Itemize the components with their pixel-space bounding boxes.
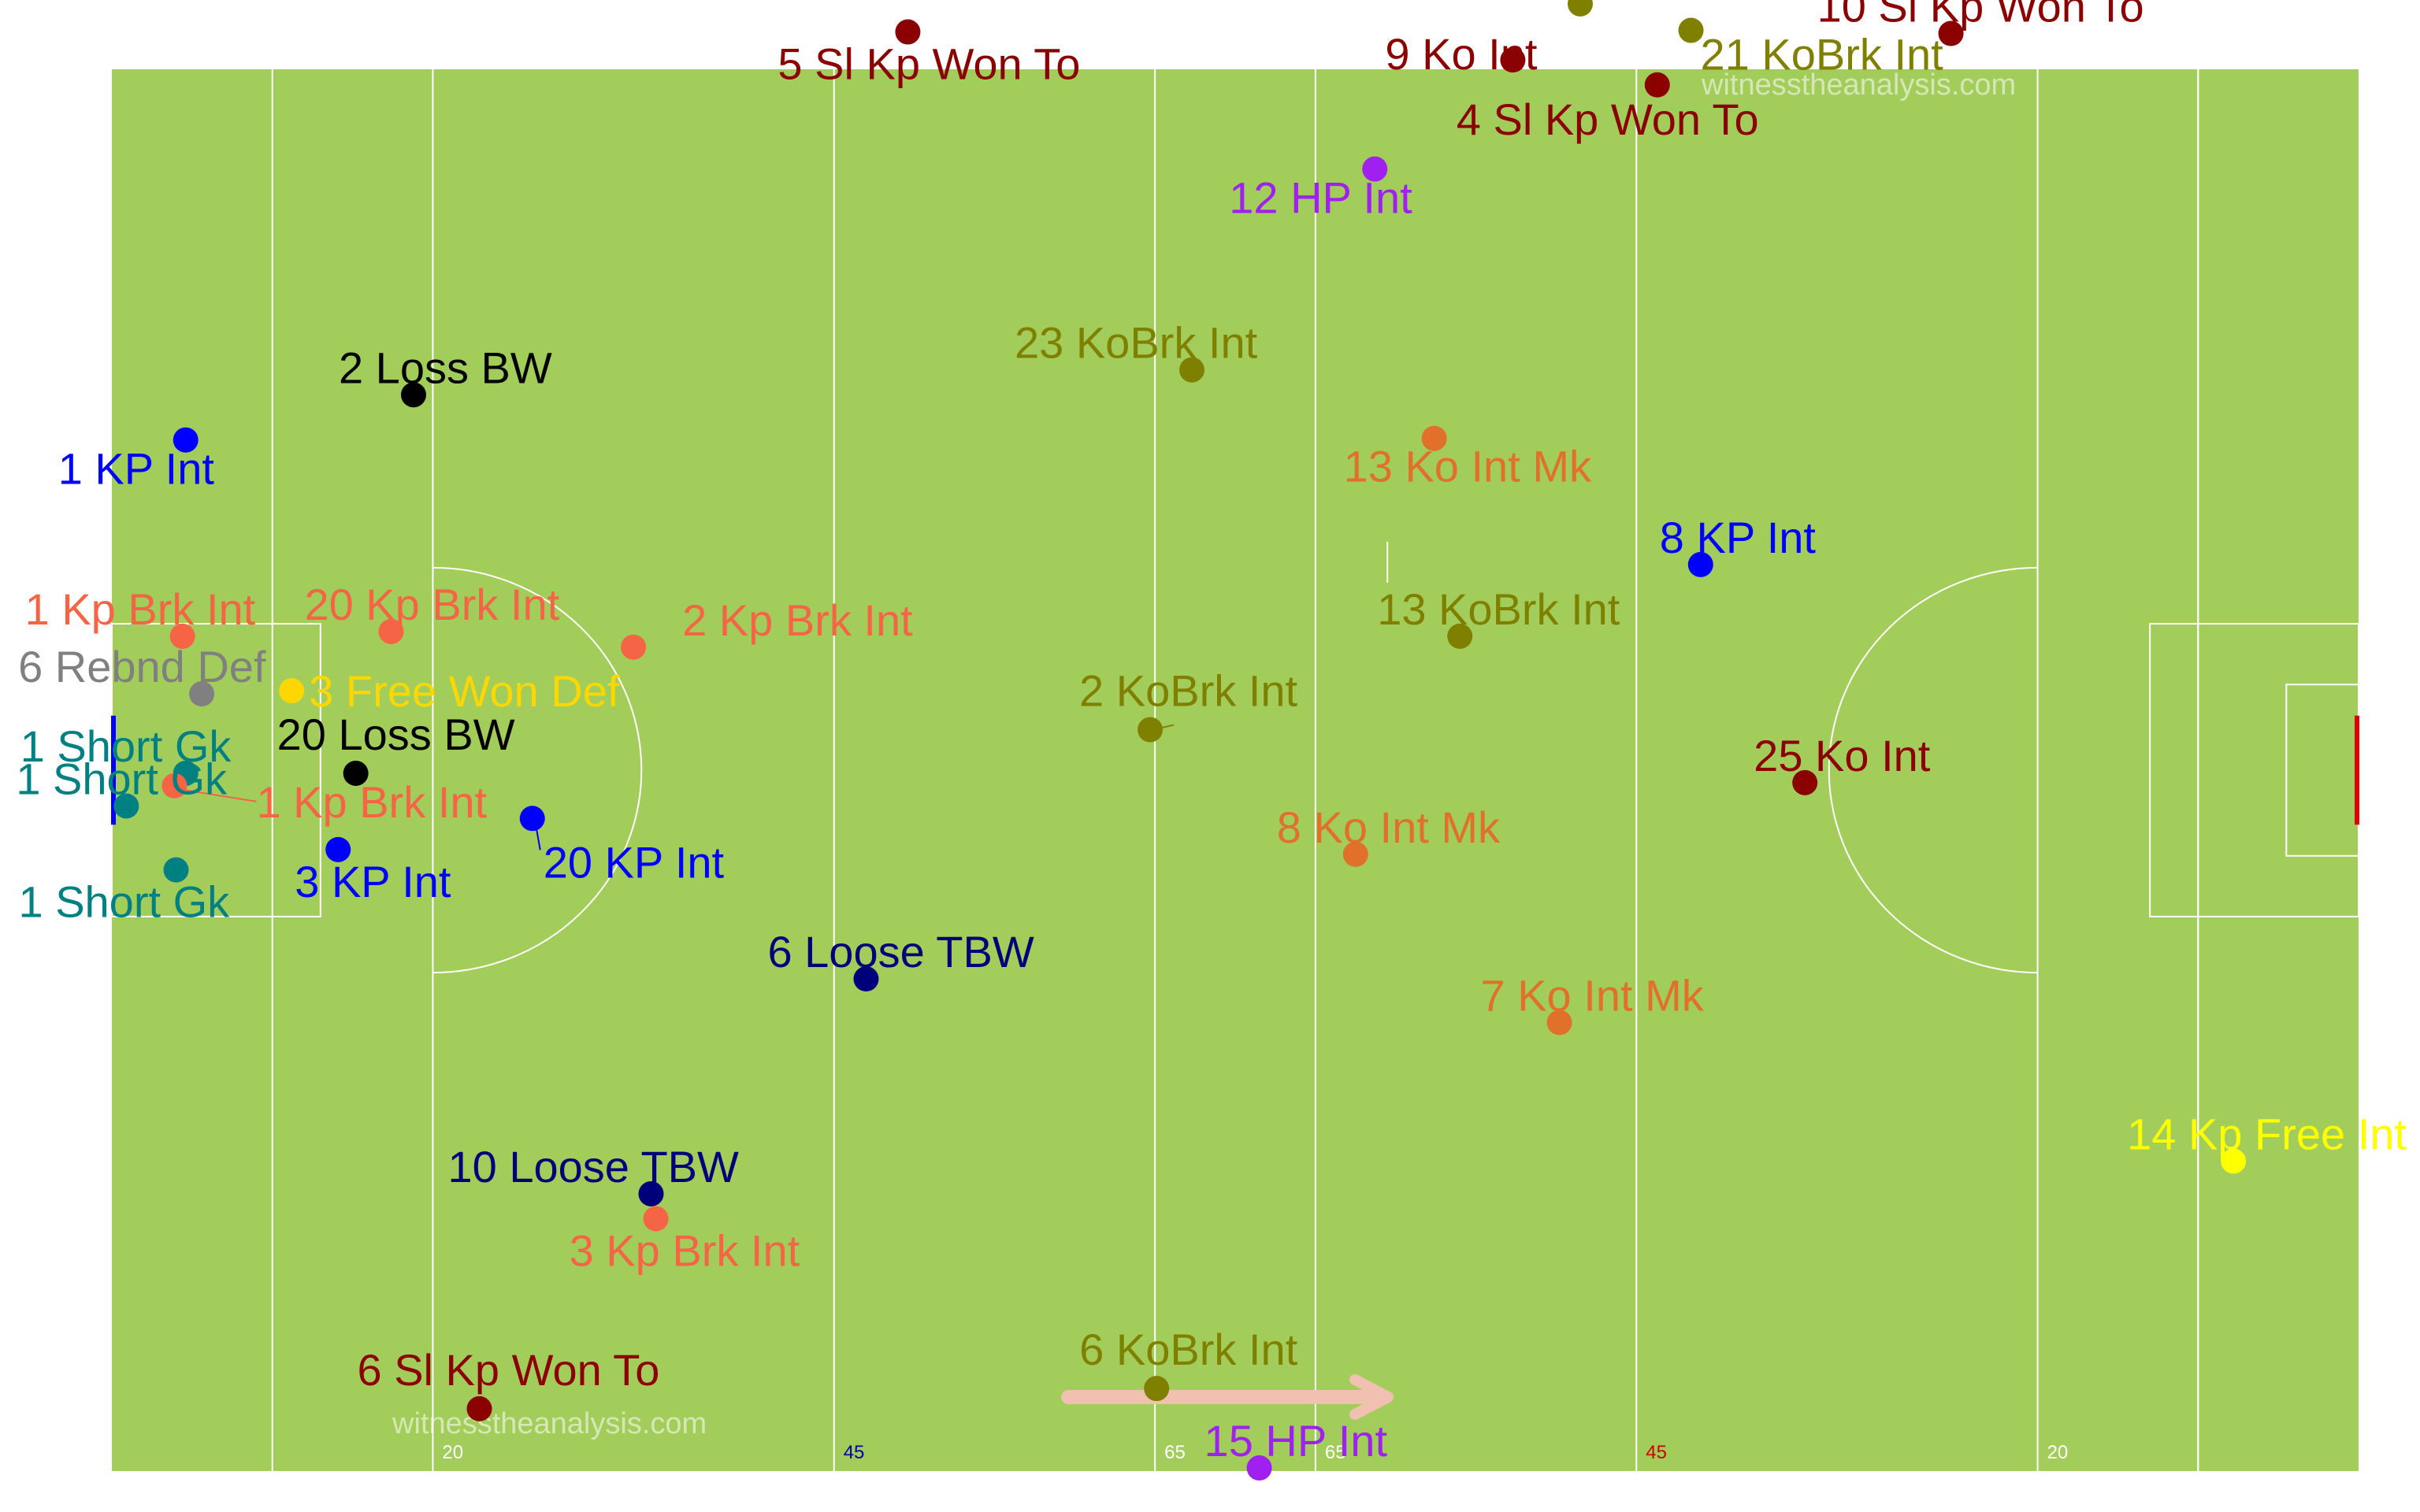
data-point <box>113 793 139 819</box>
pitch-surface <box>112 69 2359 1471</box>
data-point-label: 3 KP Int <box>295 857 451 906</box>
data-point-label: 1 Short Gk <box>16 754 228 803</box>
data-point-label: 1 Short Gk <box>20 721 232 771</box>
yard-marking-label: 20 <box>442 1442 463 1463</box>
data-point <box>1687 551 1713 577</box>
data-point <box>1678 17 1704 43</box>
data-point-label: 7 Ko Int Mk <box>1481 970 1705 1020</box>
data-point <box>279 678 305 704</box>
data-point <box>2221 1148 2247 1174</box>
data-point-label: 13 Ko Int Mk <box>1344 442 1592 491</box>
pitch <box>111 69 2360 1471</box>
yard-marking-label: 20 <box>2047 1442 2069 1463</box>
data-point-label: 15 HP Int <box>1204 1416 1388 1466</box>
data-point-label: 4 Sl Kp Won To <box>1457 94 1759 144</box>
d-arc-left <box>432 566 642 974</box>
data-point-label: 10 Sl Kp Won To <box>1817 0 2144 32</box>
label-connector <box>177 788 257 802</box>
data-point-label: 3 Free Won Def <box>309 666 620 716</box>
data-point-label: 14 Kp Free Int <box>2127 1109 2407 1158</box>
yard-marking-label: 65 <box>1164 1442 1186 1463</box>
data-point-label: 6 KoBrk Int <box>1079 1325 1297 1374</box>
yard-marking-label: 65 <box>1325 1442 1346 1463</box>
data-point-label: 2 Kp Brk Int <box>682 595 913 645</box>
data-point <box>1938 20 1964 46</box>
data-point <box>169 623 195 649</box>
data-point <box>1178 357 1204 383</box>
data-point-label: 1 Short Gk <box>18 877 230 927</box>
yard-marking-label: 45 <box>1646 1442 1667 1463</box>
data-point <box>1567 0 1593 17</box>
data-point <box>1644 72 1670 98</box>
data-point <box>163 857 189 883</box>
data-point-label: 5 Sl Kp Won To <box>778 39 1080 89</box>
watermark-top: witnesstheanalysis.com <box>1701 69 2016 102</box>
data-point <box>1421 425 1447 451</box>
data-point-label: 6 Sl Kp Won To <box>358 1345 660 1395</box>
data-point <box>1500 47 1526 73</box>
data-point <box>161 773 187 799</box>
data-point <box>1362 156 1388 182</box>
data-point <box>1144 1376 1170 1402</box>
data-point-label: 13 KoBrk Int <box>1377 584 1620 634</box>
data-point-label: 8 KP Int <box>1660 513 1817 562</box>
data-point <box>1138 717 1164 743</box>
data-point-label: 13 KoBrk Int <box>1419 0 1662 2</box>
data-point <box>638 1180 664 1206</box>
data-point-label: 23 KoBrk Int <box>1015 318 1258 368</box>
data-point-label: 20 Kp Brk Int <box>304 580 559 629</box>
data-point <box>378 618 404 644</box>
data-point-label: 1 Kp Brk Int <box>256 777 487 827</box>
data-point <box>466 1395 492 1421</box>
data-point-label: 20 Loss BW <box>277 710 515 759</box>
data-point <box>1447 623 1473 649</box>
data-point <box>1792 769 1818 795</box>
data-point <box>519 806 545 832</box>
data-point <box>1546 1010 1572 1036</box>
data-point-label: 1 KP Int <box>58 444 215 494</box>
points-layer <box>113 0 2247 1481</box>
data-point-label: 25 Ko Int <box>1754 731 1931 780</box>
data-point-label: 1 Kp Brk Int <box>25 584 256 634</box>
d-arc-right <box>1828 566 2038 974</box>
data-point-label: 20 KP Int <box>544 837 725 887</box>
data-point <box>173 427 199 453</box>
data-point-label: 2 Loss BW <box>339 343 552 392</box>
data-point-label: 12 HP Int <box>1229 173 1412 223</box>
data-point <box>1342 841 1368 867</box>
yard-marking-label: 45 <box>844 1442 865 1463</box>
data-point-label: 10 Loose TBW <box>447 1142 739 1191</box>
data-point <box>400 382 426 408</box>
labels-layer: 14 Kp Brk Int5 Sl Kp Won To13 KoBrk Int9… <box>16 0 2407 1466</box>
data-point-label: 6 Rebnd Def <box>18 642 266 691</box>
data-point <box>853 966 879 992</box>
watermark-bottom: witnesstheanalysis.com <box>392 1407 707 1440</box>
data-point <box>325 836 351 862</box>
data-point <box>189 681 215 707</box>
data-point <box>895 19 921 45</box>
data-point-label: 9 Ko Int <box>1385 29 1537 79</box>
attack-direction-arrowhead <box>1349 1374 1394 1420</box>
data-point <box>343 760 369 786</box>
data-point-label: 21 KoBrk Int <box>1701 30 1944 80</box>
yard-markings: 20 45 65 65 45 20 <box>442 1442 2068 1463</box>
data-point <box>1246 1455 1272 1481</box>
data-point-label: 2 KoBrk Int <box>1079 666 1297 716</box>
data-point <box>621 634 647 660</box>
data-point-label: 8 Ko Int Mk <box>1277 802 1501 852</box>
data-point-label: 6 Loose TBW <box>767 927 1034 976</box>
data-point-label: 3 Kp Brk Int <box>570 1226 800 1276</box>
data-point <box>643 1206 669 1232</box>
watermark-layer: witnesstheanalysis.com witnesstheanalysi… <box>392 69 2016 1440</box>
